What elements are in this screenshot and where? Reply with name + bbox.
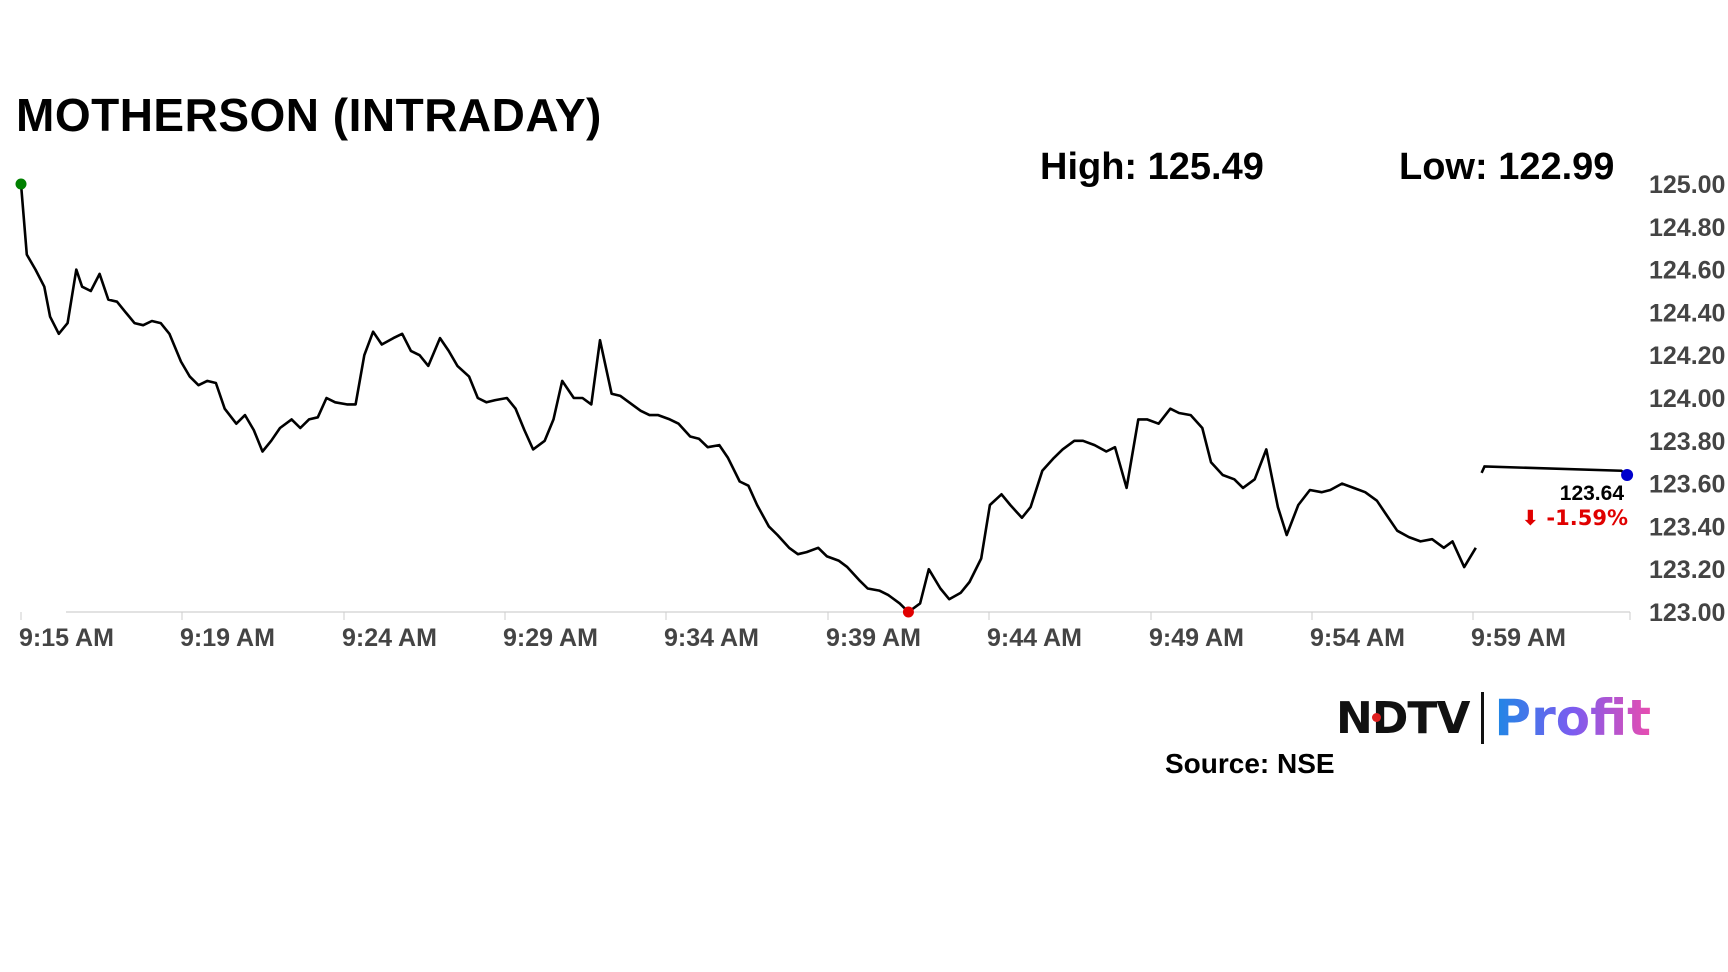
- low-marker: [902, 606, 914, 618]
- logo-profit-text: Profit: [1494, 689, 1652, 747]
- price-line-tail: [1480, 465, 1628, 477]
- x-tick-label: 9:44 AM: [987, 624, 1082, 652]
- logo-divider: [1481, 692, 1485, 744]
- logo-red-dot-icon: [1372, 713, 1381, 722]
- low-value: Low: 122.99: [1399, 146, 1615, 188]
- x-tick-label: 9:29 AM: [503, 624, 598, 652]
- last-price-label: 123.64: [1560, 482, 1625, 505]
- source-note: Source: NSE: [1165, 748, 1335, 779]
- y-tick-label: 124.20: [1649, 342, 1725, 370]
- end-marker: [1621, 469, 1634, 482]
- y-tick-label: 123.80: [1649, 428, 1725, 456]
- chart-title: MOTHERSON (INTRADAY): [16, 89, 602, 141]
- y-tick-label: 125.00: [1649, 171, 1725, 199]
- price-line: [19, 183, 1477, 614]
- ndtv-profit-logo: NDTV Profit: [1336, 689, 1652, 747]
- high-value: High: 125.49: [1040, 146, 1264, 188]
- y-tick-label: 124.60: [1649, 257, 1725, 285]
- x-tick-label: 9:19 AM: [180, 624, 275, 652]
- change-label: ⬇ -1.59%: [1522, 506, 1628, 530]
- x-tick-label: 9:49 AM: [1149, 624, 1244, 652]
- start-marker: [15, 178, 27, 190]
- y-tick-label: 123.60: [1649, 471, 1725, 499]
- x-tick-label: 9:24 AM: [342, 624, 437, 652]
- y-tick-label: 123.40: [1649, 513, 1725, 541]
- logo-ndtv-text: NDTV: [1336, 692, 1470, 744]
- x-tick-label: 9:34 AM: [664, 624, 759, 652]
- y-tick-label: 124.40: [1649, 299, 1725, 327]
- y-tick-label: 124.00: [1649, 385, 1725, 413]
- y-tick-label: 123.00: [1649, 599, 1725, 627]
- x-tick-label: 9:54 AM: [1310, 624, 1405, 652]
- y-tick-label: 124.80: [1649, 214, 1725, 242]
- x-tick-label: 9:59 AM: [1471, 624, 1566, 652]
- y-tick-label: 123.20: [1649, 556, 1725, 584]
- x-tick-label: 9:15 AM: [19, 624, 114, 652]
- x-tick-label: 9:39 AM: [826, 624, 921, 652]
